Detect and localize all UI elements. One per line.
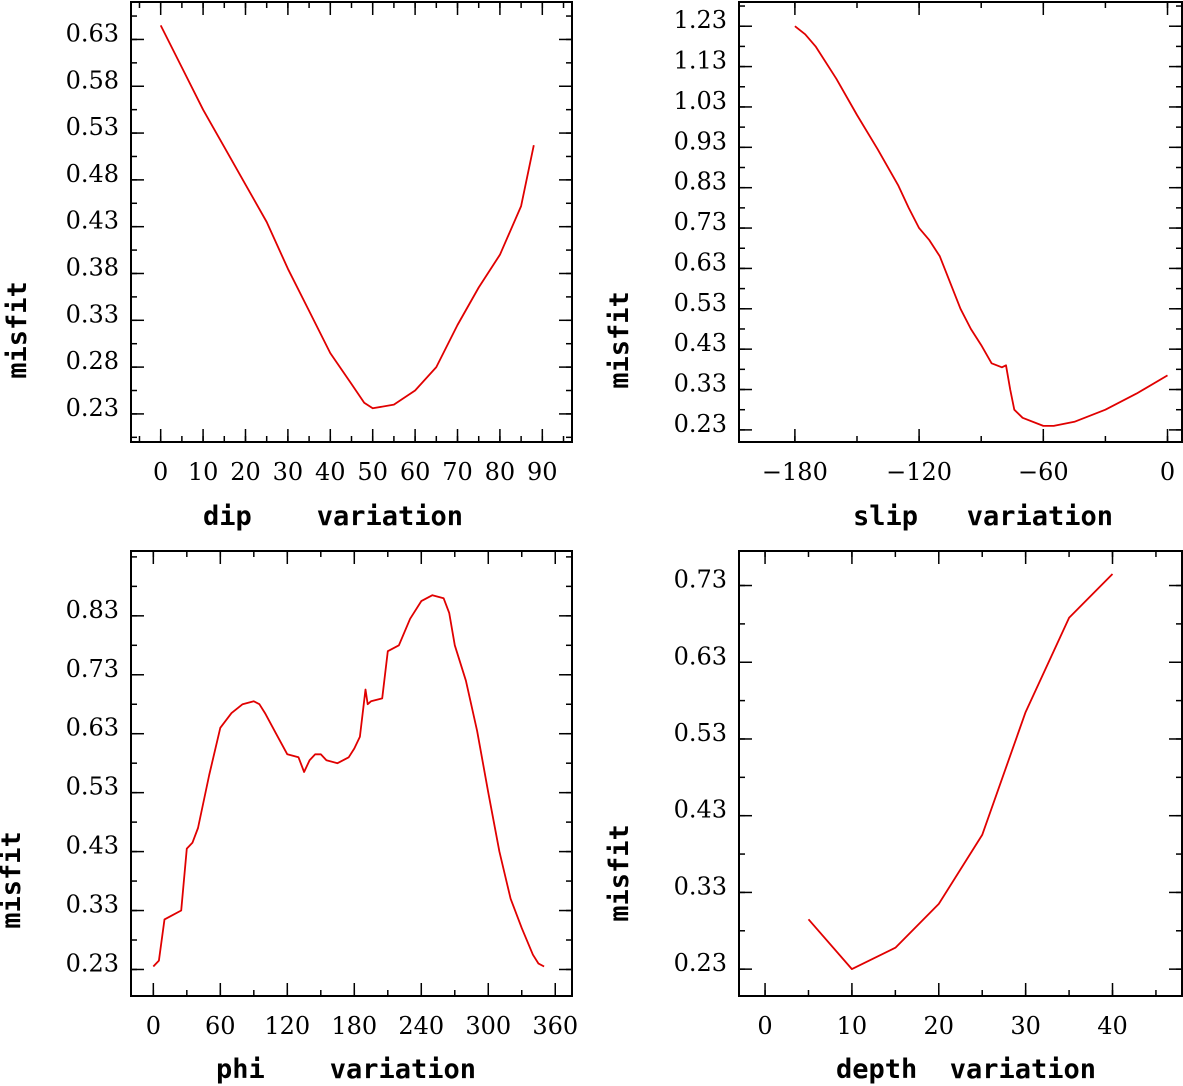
y-tick-label: 0.53 — [674, 289, 727, 317]
y-tick-label: 0.73 — [674, 566, 727, 594]
x-tick-label: 70 — [442, 458, 473, 486]
x-tick-label: 30 — [1010, 1012, 1041, 1040]
x-tick-label: 20 — [924, 1012, 955, 1040]
y-tick-label: 0.38 — [66, 253, 119, 281]
x-tick-label: 80 — [485, 458, 516, 486]
x-tick-label: 0 — [1160, 458, 1175, 486]
y-axis-label: misfit — [604, 291, 635, 389]
x-tick-label: 20 — [230, 458, 261, 486]
x-tick-label: 30 — [273, 458, 304, 486]
y-axis-label: misfit — [0, 831, 27, 929]
x-tick-label: 60 — [400, 458, 431, 486]
y-tick-label: 0.43 — [674, 329, 727, 357]
y-tick-label: 0.23 — [674, 949, 727, 977]
y-tick-label: 0.43 — [66, 207, 119, 235]
y-tick-label: 0.93 — [674, 127, 727, 155]
x-tick-label: 0 — [757, 1012, 772, 1040]
y-tick-label: 1.23 — [674, 6, 727, 34]
y-tick-label: 1.03 — [674, 87, 727, 115]
y-tick-label: 0.23 — [66, 394, 119, 422]
x-tick-label: 180 — [331, 1012, 377, 1040]
y-tick-label: 0.83 — [66, 596, 119, 624]
x-tick-label: −60 — [1018, 458, 1069, 486]
x-tick-label: 50 — [357, 458, 388, 486]
x-tick-label: 90 — [527, 458, 558, 486]
y-tick-label: 0.63 — [674, 248, 727, 276]
x-tick-label: 10 — [837, 1012, 868, 1040]
chart-panel-4: 0 10 20 30 40 0.23 0.33 0.43 0.53 0.63 0.73 depth v… — [604, 550, 1183, 1085]
y-tick-label: 0.53 — [674, 719, 727, 747]
x-axis-label: dip variation — [203, 501, 463, 532]
plot-frame — [738, 1, 1183, 443]
x-tick-label: 40 — [315, 458, 346, 486]
chart-panel-2: −180 −120 −60 0 0.23 0.33 0.43 0.53 0.63 0.73 0.83… — [604, 1, 1183, 532]
x-tick-label: 60 — [205, 1012, 236, 1040]
plot-frame — [130, 1, 573, 443]
x-tick-label: −180 — [762, 458, 828, 486]
x-tick-label: 120 — [264, 1012, 310, 1040]
y-tick-label: 0.58 — [66, 66, 119, 94]
series-line-misfit — [807, 573, 1114, 970]
series-line-misfit — [159, 24, 535, 410]
y-tick-label: 0.33 — [66, 891, 119, 919]
y-tick-label: 0.63 — [66, 19, 119, 47]
y-tick-label: 0.73 — [66, 655, 119, 683]
y-tick-label: 1.13 — [674, 47, 727, 75]
y-tick-label: 0.33 — [674, 370, 727, 398]
y-tick-label: 0.43 — [674, 796, 727, 824]
x-tick-label: 0 — [146, 1012, 161, 1040]
x-tick-label: 40 — [1097, 1012, 1128, 1040]
y-tick-label: 0.63 — [674, 642, 727, 670]
x-axis-label: slip variation — [853, 501, 1113, 532]
x-tick-label: −120 — [886, 458, 952, 486]
x-tick-label: 0 — [153, 458, 168, 486]
y-axis-label: misfit — [2, 281, 33, 379]
series-line-misfit — [794, 25, 1168, 427]
chart-panel-3: 0 60 120 180 240 300 360 0.23 0.33 0.43 0.53 0.63 0.… — [0, 550, 578, 1085]
y-tick-label: 0.83 — [674, 168, 727, 196]
chart-panel-1: 0 10 20 30 40 50 60 70 80 90 0.23 0.28 0.33 0.38 0.43 0… — [2, 1, 573, 532]
y-tick-label: 0.23 — [66, 949, 119, 977]
y-tick-label: 0.53 — [66, 113, 119, 141]
x-axis-label: phi variation — [216, 1054, 476, 1085]
y-tick-label: 0.33 — [674, 872, 727, 900]
x-tick-label: 360 — [532, 1012, 578, 1040]
y-tick-label: 0.33 — [66, 300, 119, 328]
y-tick-label: 0.53 — [66, 773, 119, 801]
y-tick-label: 0.48 — [66, 160, 119, 188]
x-tick-label: 240 — [398, 1012, 444, 1040]
y-tick-label: 0.63 — [66, 714, 119, 742]
y-tick-label: 0.73 — [674, 208, 727, 236]
x-tick-label: 300 — [465, 1012, 511, 1040]
x-axis-label: depth variation — [836, 1054, 1096, 1085]
series-line-misfit — [152, 594, 545, 968]
y-tick-label: 0.23 — [674, 410, 727, 438]
y-tick-label: 0.43 — [66, 832, 119, 860]
y-axis-label: misfit — [604, 824, 635, 922]
y-tick-label: 0.28 — [66, 347, 119, 375]
plot-frame — [738, 550, 1183, 997]
x-tick-label: 10 — [188, 458, 219, 486]
plot-frame — [130, 550, 573, 997]
